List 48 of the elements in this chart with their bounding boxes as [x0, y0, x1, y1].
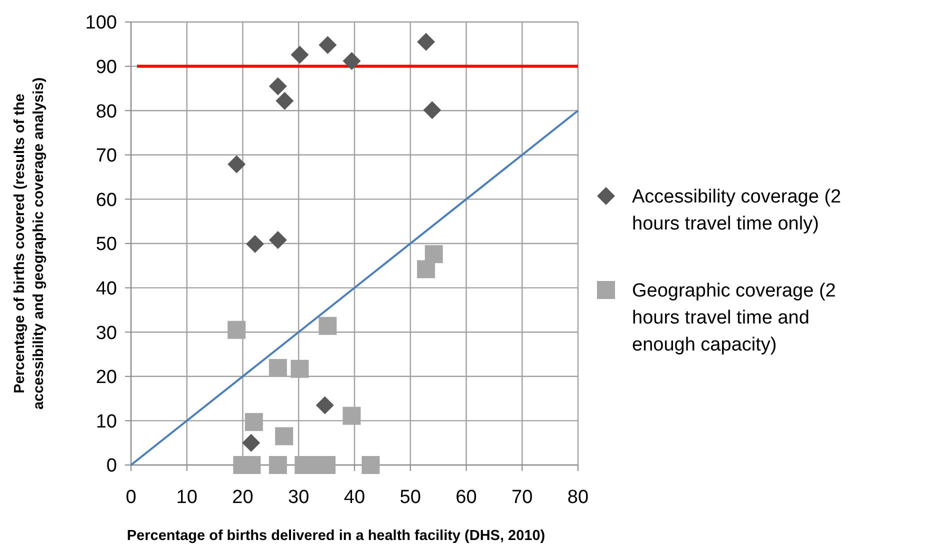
x-tick-label: 20 — [232, 487, 254, 508]
y-tick-label: 40 — [96, 278, 117, 300]
point — [276, 92, 294, 110]
x-tick-label: 40 — [344, 487, 366, 508]
y-tick-label: 60 — [96, 190, 117, 211]
x-tick-label: 70 — [512, 487, 533, 508]
x-tick-label: 60 — [456, 487, 477, 508]
point — [294, 456, 313, 474]
point — [417, 32, 436, 51]
x-tick-label: 0 — [126, 487, 136, 508]
point — [362, 456, 380, 474]
point — [342, 406, 361, 425]
point — [244, 413, 263, 432]
point — [268, 230, 287, 249]
point — [290, 360, 309, 378]
point — [290, 46, 309, 64]
x-tick-label: 10 — [176, 487, 198, 508]
point — [316, 396, 334, 414]
point — [423, 101, 442, 120]
x-axis-title: Percentage of births delivered in a health facility (DHS, 2010) — [126, 528, 546, 544]
y-tick-label: 30 — [96, 322, 117, 344]
point — [268, 456, 287, 474]
x-tick-label: 30 — [288, 487, 310, 508]
y-tick-label: 100 — [85, 12, 117, 34]
point — [342, 52, 361, 70]
point — [318, 316, 337, 335]
y-tick-label: 90 — [96, 56, 117, 78]
y-tick-label: 50 — [96, 234, 117, 256]
point — [318, 36, 337, 54]
point — [228, 155, 246, 174]
legend-label: Geographic coverage (2 hours travel time and enough capacity) — [632, 280, 836, 356]
y-axis-title: Percentage of births covered (results of the accessibility and geographic coverage analysis) — [12, 77, 47, 410]
legend-label: Accessibility coverage (2 hours travel time only) — [632, 186, 842, 235]
point — [268, 358, 287, 377]
point — [417, 260, 436, 278]
point — [424, 245, 443, 264]
point — [246, 234, 264, 253]
y-tick-label: 20 — [96, 367, 117, 388]
y-tick-label: 0 — [106, 456, 117, 477]
y-tick-label: 80 — [96, 101, 117, 122]
point — [275, 427, 294, 446]
point — [228, 320, 246, 339]
point — [242, 434, 260, 452]
x-tick-label: 50 — [400, 487, 421, 508]
x-tick-label: 80 — [567, 487, 589, 508]
y-tick-label: 10 — [96, 411, 117, 432]
y-tick-label: 70 — [96, 146, 117, 167]
point — [268, 77, 287, 96]
